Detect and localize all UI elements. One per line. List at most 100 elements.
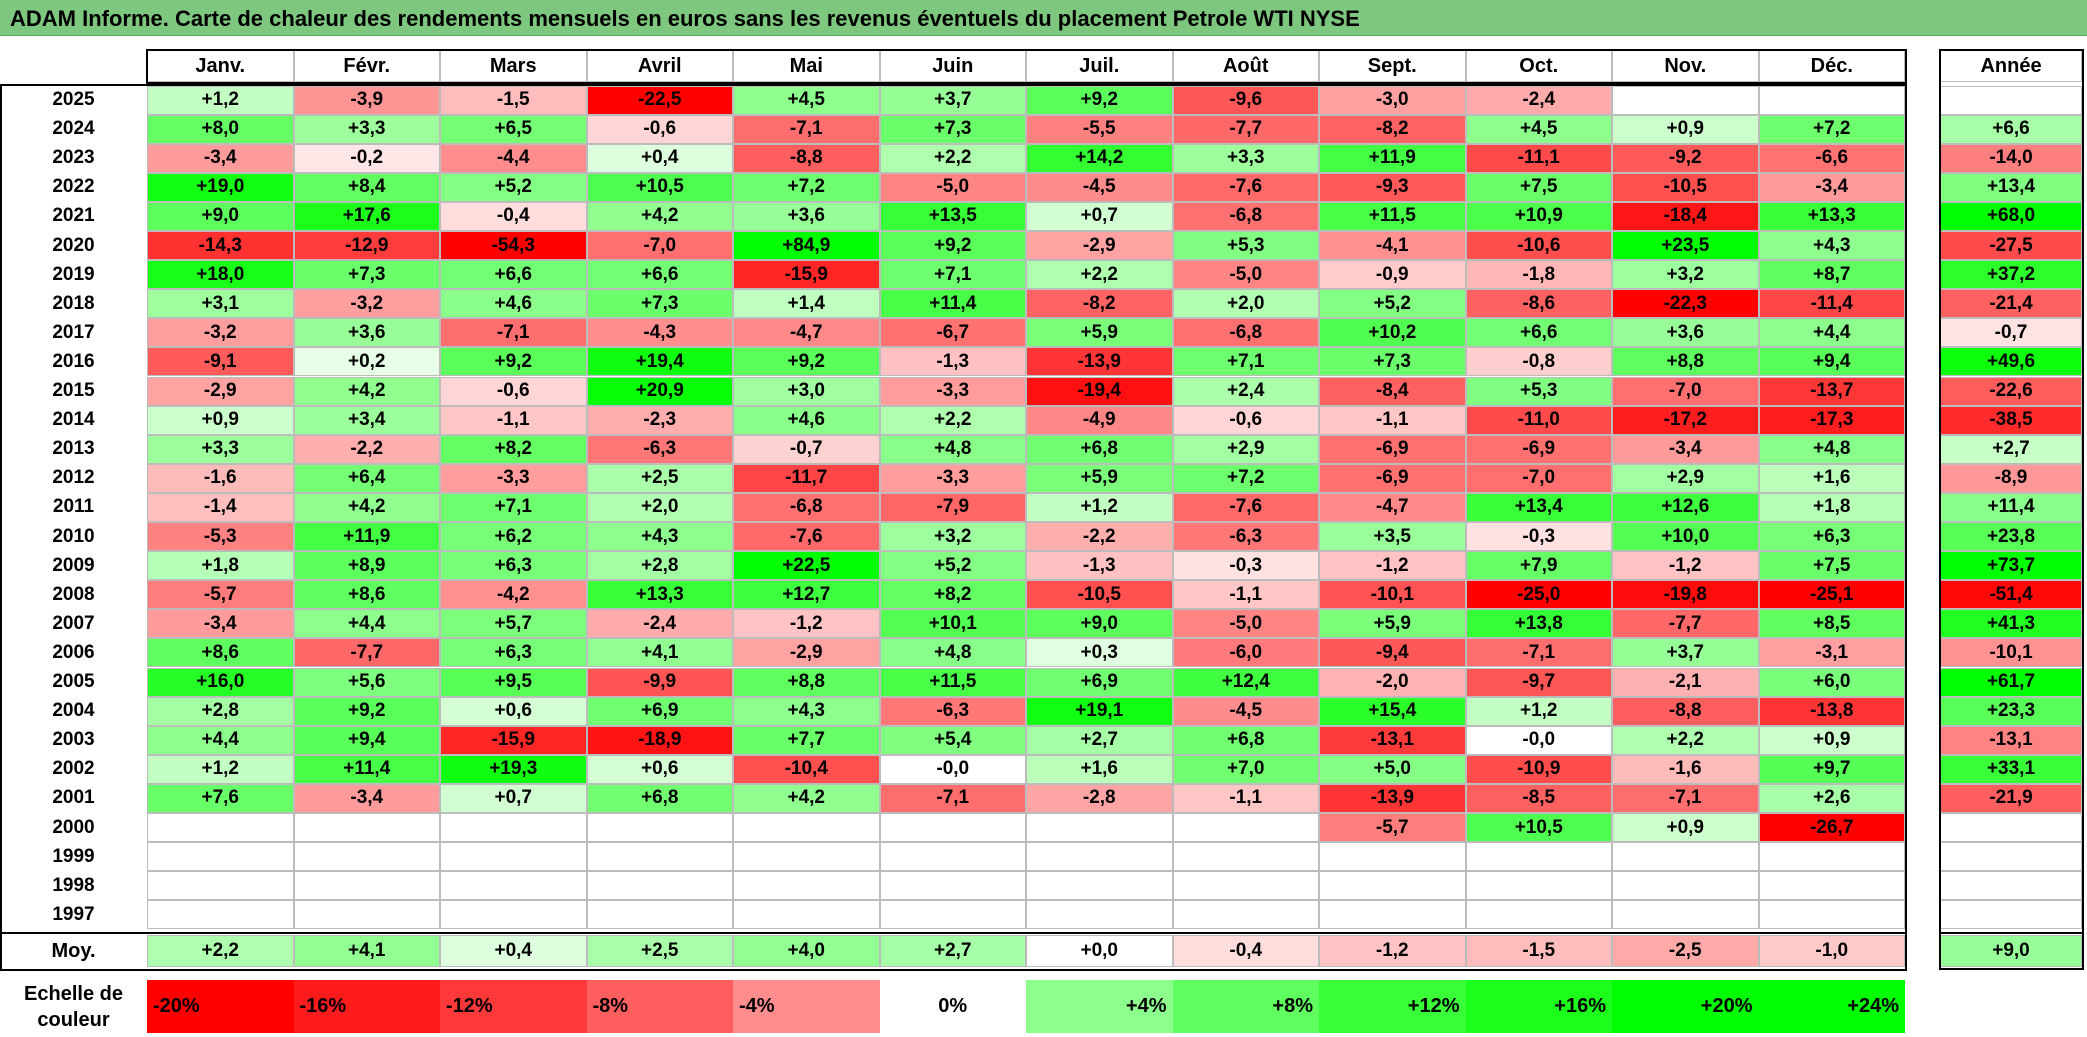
heatmap-cell: -15,9 xyxy=(733,260,880,290)
heatmap-cell: -7,0 xyxy=(1612,376,1759,406)
year-label: 2007 xyxy=(52,612,95,634)
heatmap-cell: +10,2 xyxy=(1319,318,1466,348)
annual-cell: -51,4 xyxy=(1940,580,2082,610)
heatmap-cell: -1,1 xyxy=(1172,580,1319,610)
heatmap-cell: +7,3 xyxy=(879,114,1026,144)
heatmap-cell: +9,2 xyxy=(293,696,440,726)
month-header: Juin xyxy=(879,50,1026,82)
heatmap-cell: +0,9 xyxy=(1758,725,1905,755)
average-cell: +2,7 xyxy=(879,935,1026,967)
heatmap-cell: -2,9 xyxy=(147,376,294,406)
month-header: Déc. xyxy=(1758,50,1905,82)
heatmap-cell: -2,8 xyxy=(1026,783,1173,813)
heatmap-cell: -10,6 xyxy=(1465,231,1612,261)
heatmap-cell: -0,8 xyxy=(1465,347,1612,377)
year-label: 1999 xyxy=(52,845,95,867)
average-separator xyxy=(0,932,1907,934)
heatmap-cell: +7,1 xyxy=(879,260,1026,290)
heatmap-cell: +4,4 xyxy=(147,725,294,755)
heatmap-cell: -10,1 xyxy=(1319,580,1466,610)
heatmap-cell xyxy=(1612,842,1759,872)
average-cell: -2,5 xyxy=(1612,935,1759,967)
heatmap-cell: -10,4 xyxy=(733,754,880,784)
year-label: 2017 xyxy=(52,321,95,343)
heatmap-cell: +10,5 xyxy=(586,172,733,202)
heatmap-cell: +1,2 xyxy=(1465,696,1612,726)
year-label: 2015 xyxy=(52,380,95,402)
heatmap-cell: +9,2 xyxy=(1026,85,1173,115)
heatmap-cell: -9,4 xyxy=(1319,638,1466,668)
heatmap-cell: +6,8 xyxy=(1026,434,1173,464)
heatmap-cell: -2,9 xyxy=(1026,231,1173,261)
heatmap-cell: -7,1 xyxy=(879,783,1026,813)
heatmap-cell: +4,2 xyxy=(293,376,440,406)
year-label: 2008 xyxy=(52,583,95,605)
heatmap-cell: -7,7 xyxy=(293,638,440,668)
heatmap-cell: -3,0 xyxy=(1319,85,1466,115)
heatmap-cell: -3,3 xyxy=(879,463,1026,493)
heatmap-cell xyxy=(1465,871,1612,901)
heatmap-cell: -0,6 xyxy=(1172,405,1319,435)
year-label: 2009 xyxy=(52,554,95,576)
month-header: Nov. xyxy=(1612,50,1759,82)
scale-swatch: +16% xyxy=(1465,980,1612,1033)
heatmap-cell: +4,4 xyxy=(293,609,440,639)
scale-label-line2: couleur xyxy=(37,1008,110,1031)
annual-cell xyxy=(1940,871,2082,901)
heatmap-cell xyxy=(440,900,587,930)
heatmap-cell: +2,9 xyxy=(1612,463,1759,493)
heatmap-cell xyxy=(1172,842,1319,872)
heatmap-cell: +7,5 xyxy=(1465,172,1612,202)
heatmap-cell: +9,4 xyxy=(1758,347,1905,377)
year-label: 2024 xyxy=(52,118,95,140)
heatmap-cell: -6,3 xyxy=(1172,522,1319,552)
scale-label-line1: Echelle de xyxy=(24,982,123,1005)
heatmap-cell: +4,8 xyxy=(879,434,1026,464)
heatmap-cell: -0,3 xyxy=(1172,551,1319,581)
heatmap-cell: +5,3 xyxy=(1465,376,1612,406)
heatmap-cell xyxy=(879,871,1026,901)
heatmap-cell: -9,6 xyxy=(1172,85,1319,115)
heatmap-cell xyxy=(1026,813,1173,843)
heatmap-cell: +2,2 xyxy=(879,405,1026,435)
heatmap-cell: +6,6 xyxy=(586,260,733,290)
heatmap-cell: -0,6 xyxy=(586,114,733,144)
heatmap-cell: -3,2 xyxy=(147,318,294,348)
heatmap-cell: -7,1 xyxy=(733,114,880,144)
average-cell: +4,1 xyxy=(293,935,440,967)
heatmap-cell: +0,6 xyxy=(586,754,733,784)
heatmap-cell: +6,8 xyxy=(586,783,733,813)
year-label: 2021 xyxy=(52,205,95,227)
heatmap-cell xyxy=(440,813,587,843)
heatmap-cell: +11,4 xyxy=(879,289,1026,319)
heatmap-cell: +4,8 xyxy=(879,638,1026,668)
year-label: 2018 xyxy=(52,292,95,314)
heatmap-cell: +2,5 xyxy=(586,463,733,493)
heatmap-cell: +4,2 xyxy=(586,201,733,231)
average-cell: -0,4 xyxy=(1172,935,1319,967)
heatmap-cell: -0,6 xyxy=(440,376,587,406)
heatmap-cell: -15,9 xyxy=(440,725,587,755)
heatmap-cell: -5,0 xyxy=(879,172,1026,202)
heatmap-cell: +6,4 xyxy=(293,463,440,493)
scale-swatch: +12% xyxy=(1319,980,1466,1033)
heatmap-cell: -7,6 xyxy=(733,522,880,552)
heatmap-cell: -5,0 xyxy=(1172,260,1319,290)
scale-swatch: -12% xyxy=(440,980,587,1033)
heatmap-cell: +7,1 xyxy=(440,492,587,522)
heatmap-cell: +13,3 xyxy=(1758,201,1905,231)
heatmap-cell: -3,4 xyxy=(1758,172,1905,202)
heatmap-cell: +4,6 xyxy=(440,289,587,319)
heatmap-cell xyxy=(733,842,880,872)
annual-cell: +73,7 xyxy=(1940,551,2082,581)
annual-cell: -8,9 xyxy=(1940,463,2082,493)
heatmap-cell: -12,9 xyxy=(293,231,440,261)
heatmap-cell: -4,4 xyxy=(440,143,587,173)
annual-cell: +49,6 xyxy=(1940,347,2082,377)
heatmap-cell: -8,2 xyxy=(1026,289,1173,319)
heatmap-cell: +8,9 xyxy=(293,551,440,581)
heatmap-cell: +0,4 xyxy=(586,143,733,173)
heatmap-cell: +3,6 xyxy=(293,318,440,348)
annual-average-separator xyxy=(1939,932,2084,934)
heatmap-cell: -1,1 xyxy=(1172,783,1319,813)
